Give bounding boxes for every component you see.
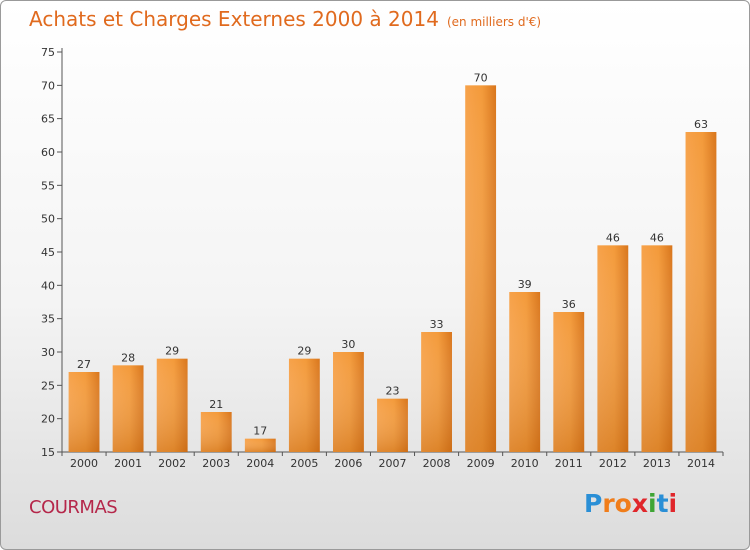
x-tick-label: 2002 <box>158 457 186 470</box>
title-text: Achats et Charges Externes 2000 à 2014 <box>29 7 439 31</box>
chart-title: Achats et Charges Externes 2000 à 2014 (e… <box>29 7 541 31</box>
bars <box>68 85 717 452</box>
bar-shade <box>685 132 717 452</box>
logo-letter: i <box>648 489 657 518</box>
y-tick-label: 65 <box>41 113 55 126</box>
data-label: 46 <box>650 231 664 244</box>
bar-shade <box>200 412 232 452</box>
logo-letter: o <box>614 489 632 518</box>
bar-shade <box>112 365 144 452</box>
axes: 15 20 25 30 35 40 45 50 55 60 65 70 75 2000 2001 2002 20… <box>41 46 724 470</box>
bar-shade <box>68 372 100 452</box>
bar-shade <box>421 332 452 452</box>
y-tick-label: 20 <box>41 413 55 426</box>
x-tick-label: 2004 <box>246 457 274 470</box>
y-tick-label: 45 <box>41 246 55 259</box>
data-label: 46 <box>606 231 620 244</box>
bar-shade <box>333 352 364 452</box>
logo-letter: x <box>631 489 648 518</box>
data-label: 29 <box>165 345 179 358</box>
y-tick-label: 55 <box>41 179 55 192</box>
bar-shade <box>597 245 629 452</box>
x-tick-label: 2005 <box>290 457 318 470</box>
bar-shade <box>641 245 673 452</box>
x-tick-label: 2014 <box>687 457 715 470</box>
logo-letter: i <box>668 489 678 518</box>
chart-subtitle: (en milliers d'€) <box>446 15 542 29</box>
commune-name: COURMAS <box>29 497 118 518</box>
bar-shade <box>156 358 188 452</box>
data-label: 21 <box>209 398 223 411</box>
x-tick-label: 2007 <box>379 457 407 470</box>
data-label: 23 <box>386 385 400 398</box>
x-tick-label: 2011 <box>555 457 583 470</box>
bar-shade <box>288 358 320 452</box>
y-tick-label: 30 <box>41 346 55 359</box>
bar-shade <box>553 312 585 452</box>
y-tick-label: 15 <box>41 446 55 459</box>
bar-shade <box>244 438 276 452</box>
y-tick-label: 25 <box>41 379 55 392</box>
data-label: 28 <box>121 351 135 364</box>
y-tick-label: 35 <box>41 313 55 326</box>
bar-shade <box>377 398 408 452</box>
data-label: 27 <box>77 358 91 371</box>
y-tick-label: 40 <box>41 279 55 292</box>
x-tick-label: 2003 <box>202 457 230 470</box>
data-label: 29 <box>297 345 311 358</box>
y-tick-label: 50 <box>41 213 55 226</box>
x-tick-label: 2008 <box>423 457 451 470</box>
labels: 27 28 29 21 17 29 30 23 33 70 39 36 46 46 63 <box>77 71 708 437</box>
x-tick-label: 2001 <box>114 457 142 470</box>
x-tick-label: 2006 <box>334 457 362 470</box>
x-tick-label: 2000 <box>70 457 98 470</box>
data-label: 17 <box>253 425 267 438</box>
data-label: 39 <box>518 278 532 291</box>
y-tick-label: 70 <box>41 79 55 92</box>
x-tick-label: 2009 <box>467 457 495 470</box>
proxiti-logo[interactable]: Proxiti <box>584 489 677 518</box>
logo-letter: r <box>602 489 615 518</box>
logo-letter: t <box>656 489 669 518</box>
bar-shade <box>509 292 541 452</box>
bar-shade <box>465 85 497 452</box>
y-tick-label: 60 <box>41 146 55 159</box>
x-tick-label: 2010 <box>511 457 539 470</box>
y-tick-label: 75 <box>41 46 55 59</box>
data-label: 33 <box>430 318 444 331</box>
x-tick-label: 2012 <box>599 457 627 470</box>
data-label: 30 <box>341 338 355 351</box>
data-label: 70 <box>474 71 488 84</box>
data-label: 36 <box>562 298 576 311</box>
x-tick-label: 2013 <box>643 457 671 470</box>
data-label: 63 <box>694 118 708 131</box>
logo-letter: P <box>584 489 603 518</box>
